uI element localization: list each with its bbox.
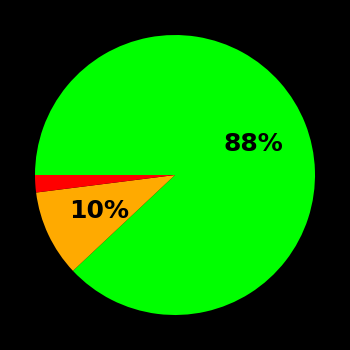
Text: 88%: 88% xyxy=(223,132,283,156)
Wedge shape xyxy=(35,175,175,192)
Text: 10%: 10% xyxy=(69,199,129,223)
Wedge shape xyxy=(35,35,315,315)
Wedge shape xyxy=(36,175,175,271)
